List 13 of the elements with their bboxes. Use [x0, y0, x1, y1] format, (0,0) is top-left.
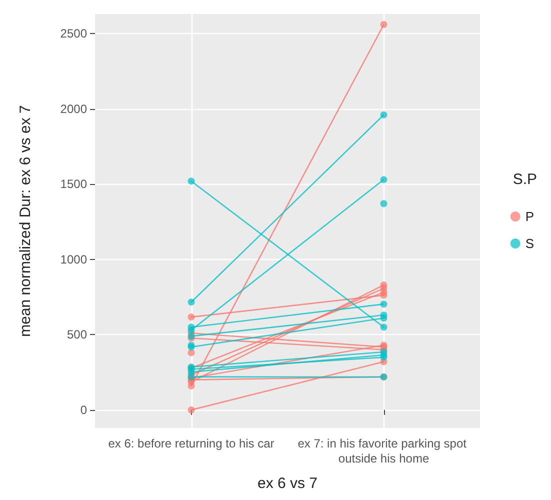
y-axis-title: mean normalized Dur: ex 6 vs ex 7 [17, 105, 34, 337]
legend-label: P [525, 209, 534, 224]
legend-title: S.P [512, 171, 538, 188]
y-tick-label: 0 [80, 402, 88, 417]
y-tick-label: 500 [66, 328, 88, 342]
legend-label: S [525, 236, 534, 251]
x-tick-label: ex 7: in his favorite parking spot outside his home [298, 436, 470, 466]
x-tick-label: ex 6: before returning to his car [108, 436, 274, 450]
y-tick-label: 1500 [60, 177, 88, 192]
x-axis-title: ex 6 vs 7 [257, 475, 318, 492]
y-tick-label: 2000 [60, 102, 88, 116]
y-tick-label: 1000 [60, 252, 88, 266]
y-tick-label: 2500 [60, 26, 88, 41]
